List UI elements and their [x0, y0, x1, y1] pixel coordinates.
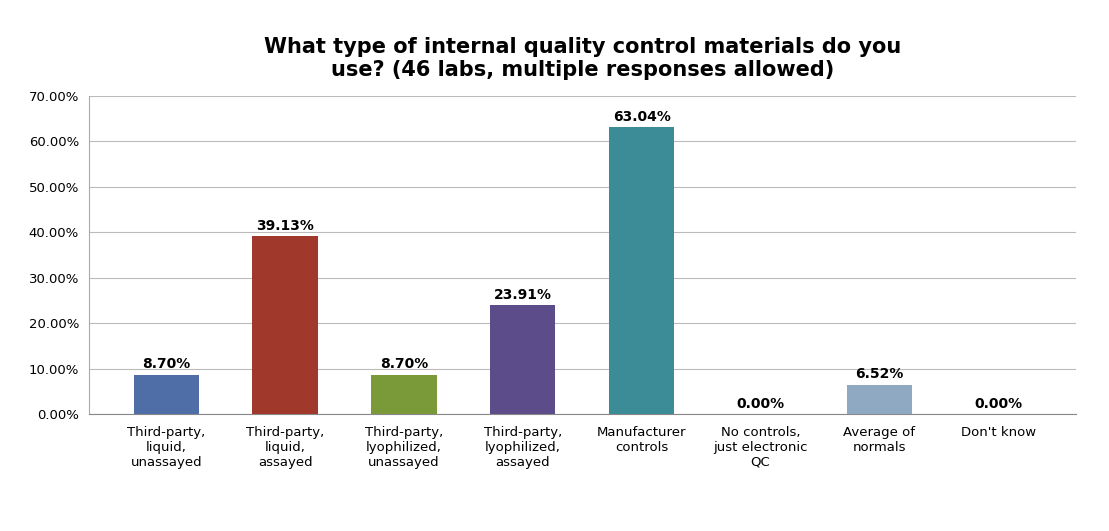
Bar — [133, 374, 199, 414]
Text: 23.91%: 23.91% — [494, 288, 552, 302]
Text: 8.70%: 8.70% — [142, 357, 191, 371]
Text: 0.00%: 0.00% — [736, 397, 784, 411]
Text: 8.70%: 8.70% — [379, 357, 428, 371]
Bar — [609, 127, 674, 414]
Bar — [372, 374, 437, 414]
Text: 63.04%: 63.04% — [612, 110, 671, 124]
Text: 39.13%: 39.13% — [256, 219, 314, 233]
Text: 0.00%: 0.00% — [974, 397, 1022, 411]
Bar — [490, 305, 556, 414]
Title: What type of internal quality control materials do you
use? (46 labs, multiple r: What type of internal quality control ma… — [264, 37, 901, 80]
Text: 6.52%: 6.52% — [855, 367, 904, 381]
Bar — [253, 236, 318, 414]
Bar — [846, 384, 912, 414]
